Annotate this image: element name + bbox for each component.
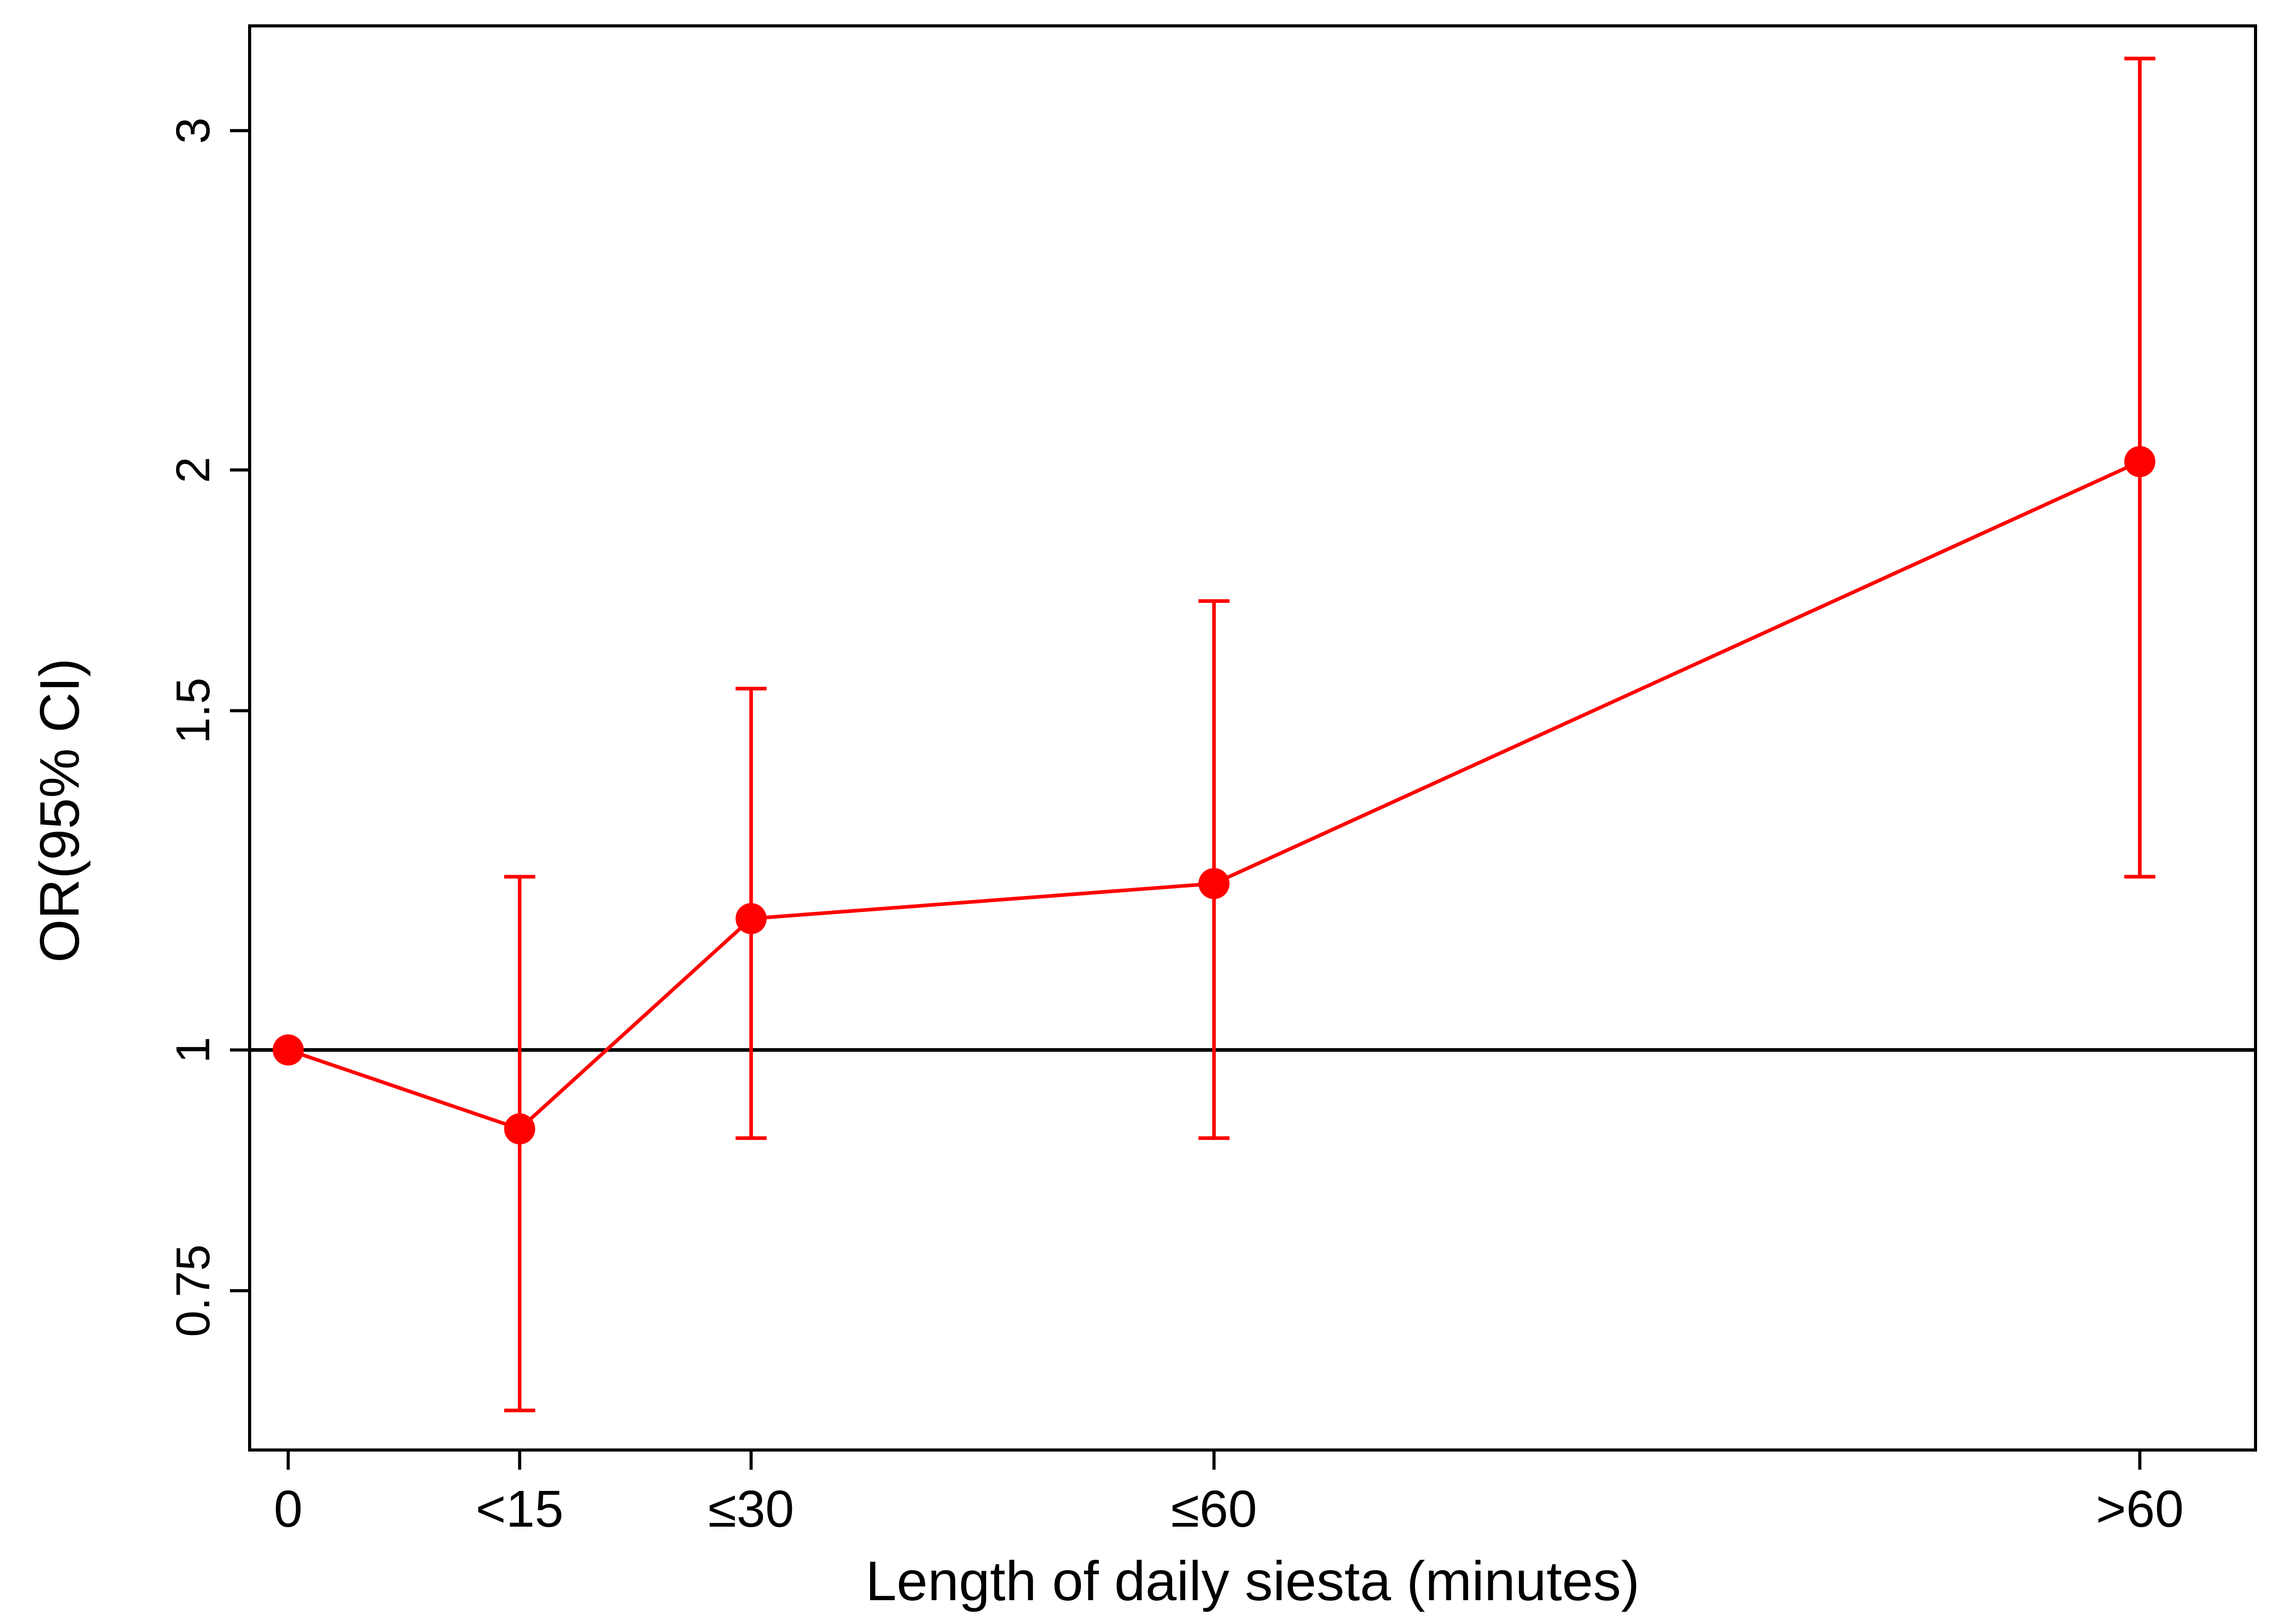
data-point	[272, 1034, 304, 1066]
data-point	[735, 903, 767, 934]
plot-frame	[248, 24, 2257, 1452]
x-axis-title: Length of daily siesta (minutes)	[865, 1549, 1640, 1612]
x-tick-label: 0	[274, 1480, 303, 1538]
y-tick-label: 2	[167, 457, 220, 483]
y-tick-label: 1	[167, 1037, 220, 1063]
data-point	[504, 1113, 536, 1144]
y-tick-label: 1.5	[167, 677, 220, 744]
data-point	[2124, 446, 2156, 477]
x-tick-label: >60	[2096, 1480, 2184, 1538]
data-point	[1198, 868, 1230, 900]
y-tick-label: 0.75	[167, 1244, 220, 1337]
x-tick-label: <15	[476, 1480, 564, 1538]
x-tick-label: ≤60	[1171, 1480, 1257, 1538]
x-tick-label: ≤30	[708, 1480, 794, 1538]
y-tick-label: 3	[167, 118, 220, 144]
plot-area: 0.75 1 1.5 2 3 0 <15 ≤30 ≤60 >60	[167, 24, 2257, 1538]
y-axis-title: OR(95% CI)	[28, 658, 91, 963]
